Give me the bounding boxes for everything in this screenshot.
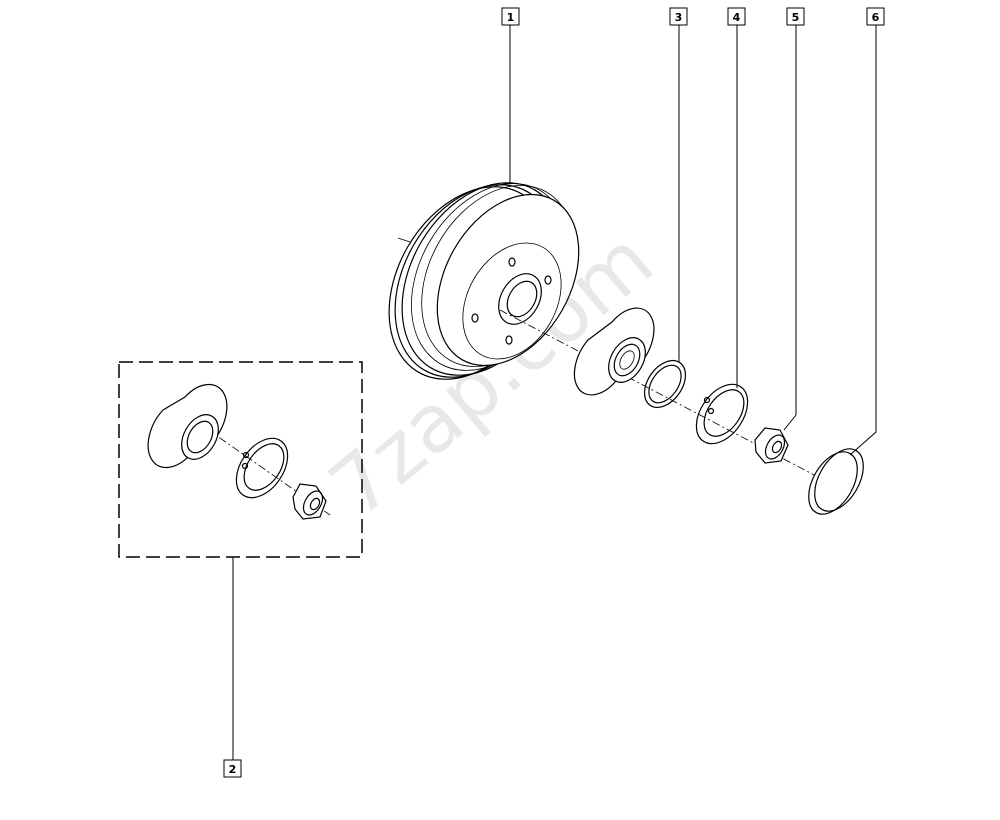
brake-drum-part[interactable] [356, 154, 608, 408]
bearing-kit-part[interactable] [147, 383, 331, 520]
callout-4[interactable]: 4 [727, 7, 746, 26]
o-ring-part[interactable] [636, 353, 694, 415]
leader-6 [849, 25, 877, 456]
center-axis [499, 309, 821, 479]
callout-2-label: 2 [229, 763, 237, 776]
hub-nut-part[interactable] [754, 427, 789, 464]
bearing-kit-frame [118, 361, 363, 558]
callout-1-label: 1 [507, 11, 515, 24]
callout-4-label: 4 [733, 11, 741, 24]
callout-3[interactable]: 3 [669, 7, 688, 26]
leader-5 [783, 25, 797, 431]
dust-cap-part[interactable] [799, 441, 874, 523]
callout-3-label: 3 [675, 11, 683, 24]
callout-5[interactable]: 5 [786, 7, 805, 26]
circlip-part[interactable] [686, 375, 758, 453]
callout-6[interactable]: 6 [866, 7, 885, 26]
wheel-bearing[interactable] [573, 307, 655, 396]
callout-6-label: 6 [872, 11, 880, 24]
callout-2[interactable]: 2 [223, 759, 242, 778]
callout-5-label: 5 [792, 11, 800, 24]
callout-1[interactable]: 1 [501, 7, 520, 26]
